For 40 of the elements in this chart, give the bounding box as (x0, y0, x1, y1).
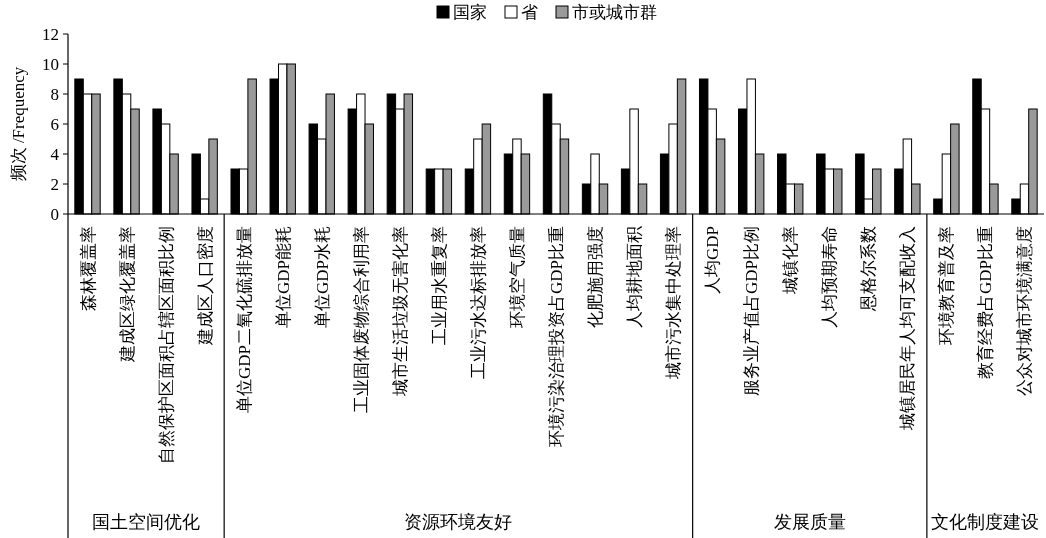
x-tick-label: 公众对城市环境满意度 (1015, 226, 1035, 396)
y-tick-label: 4 (50, 145, 60, 164)
x-tick-label: 工业固体废物综合利用率 (351, 226, 371, 413)
x-tick-label: 城镇化率 (781, 226, 801, 295)
x-tick-label: 单位GDP二氧化硫排放量 (234, 226, 254, 414)
x-tick-label: 服务业产值占GDP比例 (742, 226, 762, 397)
x-tick-label: 森林覆盖率 (78, 226, 98, 311)
x-tick-label: 恩格尔系数 (859, 226, 879, 312)
x-tick-label: 建成区人口密度 (195, 226, 215, 346)
x-tick-label: 环境教育普及率 (937, 226, 957, 345)
y-axis-title: 频次 /Frequency (9, 66, 28, 182)
legend-label: 国家 (453, 3, 487, 22)
x-tick-label: 城市生活垃圾无害化率 (390, 226, 410, 397)
text: 资源环境友好 (404, 512, 513, 532)
text: 文化制度建设 (931, 512, 1040, 532)
x-tick-label: 城镇居民年人均可支配收入 (898, 226, 918, 431)
text: 国土空间优化 (92, 512, 201, 532)
y-tick-label: 12 (42, 25, 59, 44)
x-tick-label: 城市污水集中处理率 (664, 226, 684, 380)
x-tick-label: 单位GDP水耗 (312, 226, 332, 329)
y-tick-label: 8 (50, 85, 59, 104)
y-tick-label: 6 (50, 115, 59, 134)
x-tick-label: 环境空气质量 (507, 226, 527, 328)
x-tick-label: 自然保护区面积占辖区面积比例 (156, 226, 176, 464)
x-tick-label: 化肥施用强度 (586, 226, 606, 328)
x-tick-label: 工业用水重复率 (429, 226, 449, 345)
x-tick-label: 教育经费占GDP比重 (976, 226, 996, 380)
y-tick-label: 10 (42, 55, 59, 74)
x-tick-label: 建成区绿化覆盖率 (117, 226, 137, 363)
x-tick-label: 环境污染治理投资占GDP比重 (547, 226, 566, 448)
y-tick-label: 2 (50, 175, 59, 194)
x-tick-label: 人均预期寿命 (820, 226, 840, 328)
legend-label: 省 (521, 3, 538, 22)
x-tick-label: 人均GDP (703, 226, 723, 295)
text: 发展质量 (773, 512, 846, 532)
x-tick-label: 人均耕地面积 (625, 226, 645, 328)
legend-label: 市或城市群 (572, 3, 657, 22)
x-tick-label: 工业污水达标排放率 (468, 226, 488, 379)
y-tick-label: 0 (50, 205, 59, 224)
x-tick-label: 单位GDP能耗 (273, 226, 293, 329)
